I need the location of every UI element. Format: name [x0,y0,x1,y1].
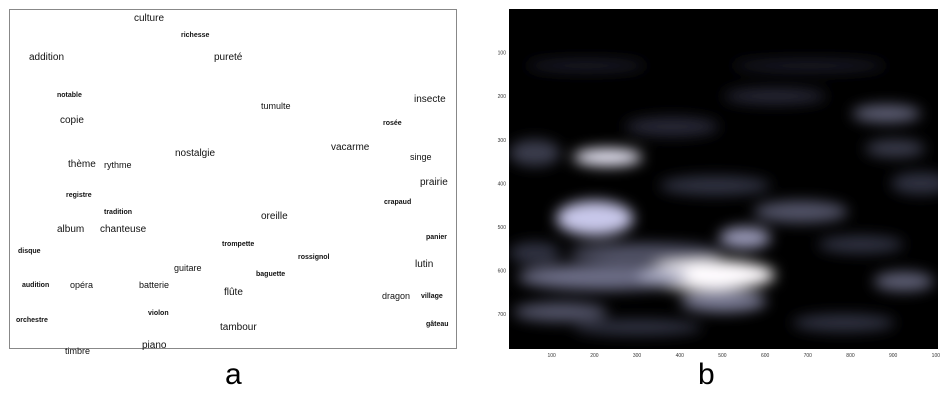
word-label: addition [29,52,65,63]
word-label: baguette [256,271,286,278]
x-tick-label: 300 [633,353,642,359]
heatmap-blob [659,175,771,196]
word-label: rythme [104,160,132,170]
heatmap-blob [556,200,634,236]
word-label: richesse [181,32,210,39]
heatmap-blob [723,88,827,105]
word-label: disque [18,248,41,255]
heatmap-blob [680,290,767,312]
word-label: tradition [104,209,132,216]
panel-b-label: b [698,358,715,391]
word-label: pureté [214,52,243,63]
heatmap-blob [624,117,720,137]
word-label: orchestre [16,317,48,324]
heatmap-blob [817,235,904,254]
word-label: audition [22,282,50,289]
word-label: batterie [139,280,170,290]
x-tick-label: 900 [889,353,898,359]
word-label: opéra [70,280,94,290]
heatmap-blob [509,242,561,264]
word-label: singe [410,152,432,162]
word-label: album [57,224,85,235]
x-tick-label: 100 [932,353,940,359]
y-tick-label: 700 [498,312,507,318]
word-label: registre [66,192,92,199]
word-label: trompette [222,241,255,248]
y-tick-label: 100 [498,51,507,57]
heatmap-blob [753,200,848,223]
word-label: tambour [220,322,257,333]
word-label: copie [60,115,84,126]
heatmap-blob [513,302,608,322]
word-label: oreille [261,211,288,222]
heatmap-blob [573,319,703,336]
word-label: rossignol [298,254,330,261]
x-tick-label: 400 [676,353,685,359]
word-label: guitare [174,263,202,273]
word-label: thème [68,159,96,170]
heatmap-blob [569,243,724,263]
y-tick-label: 600 [498,269,507,275]
heatmap-blob [865,139,926,158]
word-label: gâteau [426,321,449,328]
y-tick-label: 500 [498,225,507,231]
word-label: nostalgie [175,148,216,159]
x-tick-label: 200 [590,353,599,359]
heatmap-chart: 100 200 300 400 500 600 700 800 900 100 100 200 300 4… [498,9,940,359]
word-label: rosée [383,120,402,127]
x-tick-label: 100 [548,353,557,359]
heatmap-blob [719,226,771,249]
word-label: piano [142,340,167,351]
word-label: chanteuse [100,224,147,235]
word-label: timbre [65,346,91,356]
word-label: notable [57,92,82,99]
heatmap-blob [573,148,642,166]
heatmap-blob [890,172,938,195]
heatmap-blob [526,59,647,73]
heatmap-blob [509,139,561,166]
x-tick-label: 700 [804,353,813,359]
word-label: insecte [414,94,446,105]
x-tick-label: 500 [718,353,727,359]
word-label: panier [426,234,448,241]
word-label: prairie [420,177,448,188]
x-tick-label: 600 [761,353,770,359]
heatmap-blob [792,314,896,332]
y-tick-label: 400 [498,181,507,187]
heatmap-blob [732,59,887,73]
y-tick-label: 200 [498,94,507,100]
word-label: violon [148,310,169,317]
word-label: village [421,293,443,300]
heatmap-blob [873,271,934,292]
heatmap-blob [852,104,921,123]
heatmap-axes: 100 200 300 400 500 600 700 800 900 100 100 200 300 4… [498,51,940,359]
word-map-panel: culture richesse addition pureté notable… [9,9,457,356]
word-label: dragon [382,291,411,301]
word-label: vacarme [331,142,370,153]
heatmap-blob [517,264,690,291]
word-label: culture [134,13,165,24]
word-label: tumulte [261,101,291,111]
word-label: crapaud [384,199,412,206]
heatmap-intensity-layer [509,59,938,336]
panel-a-label: a [225,358,242,391]
word-label: lutin [415,259,434,270]
x-tick-label: 800 [846,353,855,359]
word-label: flûte [224,287,243,298]
y-tick-label: 300 [498,138,507,144]
